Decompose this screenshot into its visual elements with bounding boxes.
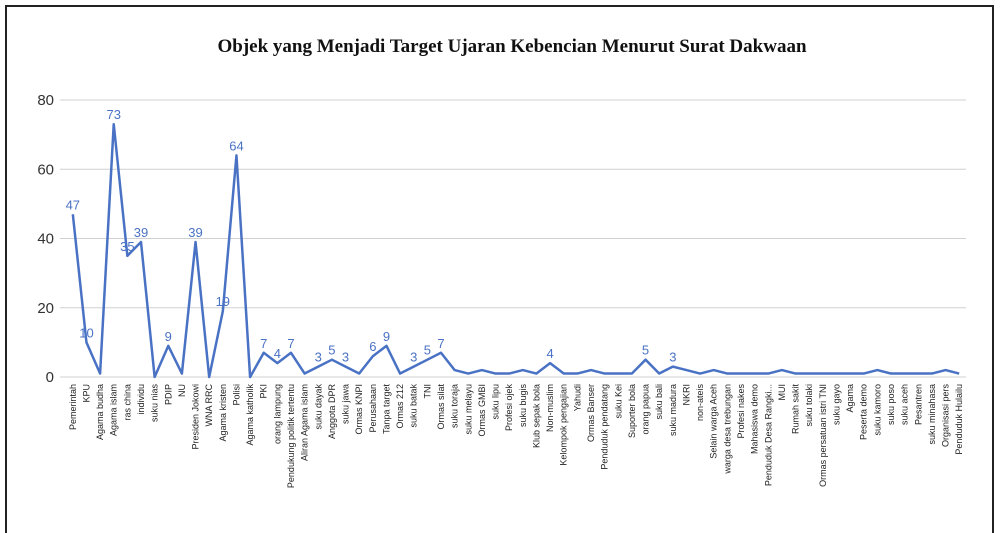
x-tick-label: Polisi	[231, 384, 241, 406]
x-tick-label: Tanpa target	[381, 384, 391, 435]
x-tick-label: Agama	[845, 384, 855, 413]
data-label: 73	[106, 107, 120, 122]
x-tick-label: Pemerintah	[68, 384, 78, 430]
data-label: 47	[66, 197, 80, 212]
data-label: 5	[424, 343, 431, 358]
x-tick-label: suku tolaki	[804, 384, 814, 427]
x-tick-label: Pesantren	[913, 384, 923, 425]
x-tick-label: PDIP	[163, 384, 173, 405]
x-tick-label: Peserta demo	[859, 384, 869, 440]
x-tick-label: suku gayo	[831, 384, 841, 425]
data-label: 3	[669, 350, 676, 365]
data-label: 7	[260, 336, 267, 351]
x-tick-label: Ormas silat	[436, 384, 446, 430]
x-tick-label: suku bugis	[518, 384, 528, 428]
x-tick-label: suku toraja	[450, 384, 460, 428]
x-tick-label: suku batak	[409, 384, 419, 428]
data-label: 4	[546, 346, 553, 361]
y-tick-label: 60	[37, 161, 54, 178]
x-tick-label: Presiden Jokowi	[191, 384, 201, 450]
data-label: 9	[165, 329, 172, 344]
x-tick-label: suku poso	[886, 384, 896, 425]
x-tick-label: suku bali	[654, 384, 664, 420]
data-label: 6	[369, 339, 376, 354]
x-tick-label: Penduduk Hulailu	[954, 384, 964, 455]
x-tick-label: Suporter bola	[627, 384, 637, 438]
frame	[5, 5, 994, 533]
x-tick-label: suku nias	[150, 384, 160, 423]
x-tick-label: Mahasiswa demo	[750, 384, 760, 454]
x-tick-label: TNI	[422, 384, 432, 399]
data-label: 3	[342, 350, 349, 365]
x-tick-label: Ormas persatuan istri TNI	[818, 384, 828, 487]
x-tick-label: suku Kei	[613, 384, 623, 419]
x-tick-label: Ormas GMBI	[477, 384, 487, 437]
x-tick-label: orang papua	[641, 384, 651, 435]
x-tick-label: Ormas 212	[395, 384, 405, 429]
x-tick-label: suku minahasa	[927, 384, 937, 445]
x-tick-label: non-ateis	[695, 384, 705, 422]
x-tick-label: Profesi ojek	[504, 384, 514, 432]
x-tick-label: PKI	[259, 384, 269, 399]
x-tick-label: Rumah sakit	[791, 384, 801, 435]
x-tick-label: Agama kristen	[218, 384, 228, 442]
y-tick-label: 40	[37, 231, 54, 248]
x-tick-label: Profesi nakes	[736, 384, 746, 439]
x-tick-label: suku lipu	[491, 384, 501, 420]
data-label: 4	[274, 346, 281, 361]
y-tick-label: 0	[46, 369, 54, 386]
x-tick-label: Agama budha	[95, 384, 105, 440]
x-tick-label: ras china	[122, 384, 132, 421]
x-tick-label: Non-muslim	[545, 384, 555, 432]
data-label: 5	[328, 343, 335, 358]
y-tick-label: 80	[37, 92, 54, 109]
data-label: 7	[287, 336, 294, 351]
x-tick-label: Penduduk Desa Rangki...	[763, 384, 773, 486]
x-tick-label: Perusahaan	[368, 384, 378, 433]
x-tick-label: Ormas KNPI	[354, 384, 364, 435]
x-tick-label: suku aceh	[900, 384, 910, 425]
data-label: 5	[642, 343, 649, 358]
x-tick-label: Organisasi pers	[941, 384, 951, 448]
chart-title: Objek yang Menjadi Target Ujaran Kebenci…	[217, 36, 806, 57]
x-tick-label: Aliran Agama islam	[300, 384, 310, 461]
data-label: 39	[188, 225, 202, 240]
data-label: 64	[229, 138, 243, 153]
x-tick-label: Anggota DPR	[327, 384, 337, 440]
data-label: 7	[437, 336, 444, 351]
x-tick-label: KPU	[81, 384, 91, 403]
x-tick-label: Kelompok pengajian	[559, 384, 569, 466]
x-tick-label: Pendukung politik tertentu	[286, 384, 296, 488]
data-label: 35	[120, 239, 134, 254]
x-tick-label: Penduduk pendatang	[600, 384, 610, 470]
data-label: 3	[410, 350, 417, 365]
x-tick-label: individu	[136, 384, 146, 415]
x-tick-label: suku jawa	[341, 384, 351, 424]
line	[71, 122, 960, 379]
x-tick-label: Agama katholik	[245, 384, 255, 446]
x-tick-label: Klub sepak bola	[531, 384, 541, 448]
x-tick-label: Ormas Banser	[586, 384, 596, 442]
y-tick-label: 20	[37, 300, 54, 317]
x-tick-label: Selain warga Aceh	[709, 384, 719, 459]
x-tick-label: Yahudi	[572, 384, 582, 411]
data-label: 19	[216, 294, 230, 309]
x-tick-label: NU	[177, 384, 187, 397]
x-tick-label: NKRI	[681, 384, 691, 406]
data-label: 39	[134, 225, 148, 240]
x-tick-label: warga desa trebungan	[722, 384, 732, 475]
x-tick-label: MUI	[777, 384, 787, 401]
x-tick-label: suku dayak	[313, 384, 323, 430]
x-tick-label: orang lampung	[272, 384, 282, 444]
x-tick-label: Agama islam	[109, 384, 119, 436]
data-label: 10	[79, 325, 93, 340]
x-tick-label: WNA RRC	[204, 384, 214, 427]
x-tick-label: suku madura	[668, 384, 678, 436]
x-tick-label: suku melayu	[463, 384, 473, 435]
data-label: 9	[383, 329, 390, 344]
x-tick-label: suku kamoro	[872, 384, 882, 436]
data-label: 3	[315, 350, 322, 365]
